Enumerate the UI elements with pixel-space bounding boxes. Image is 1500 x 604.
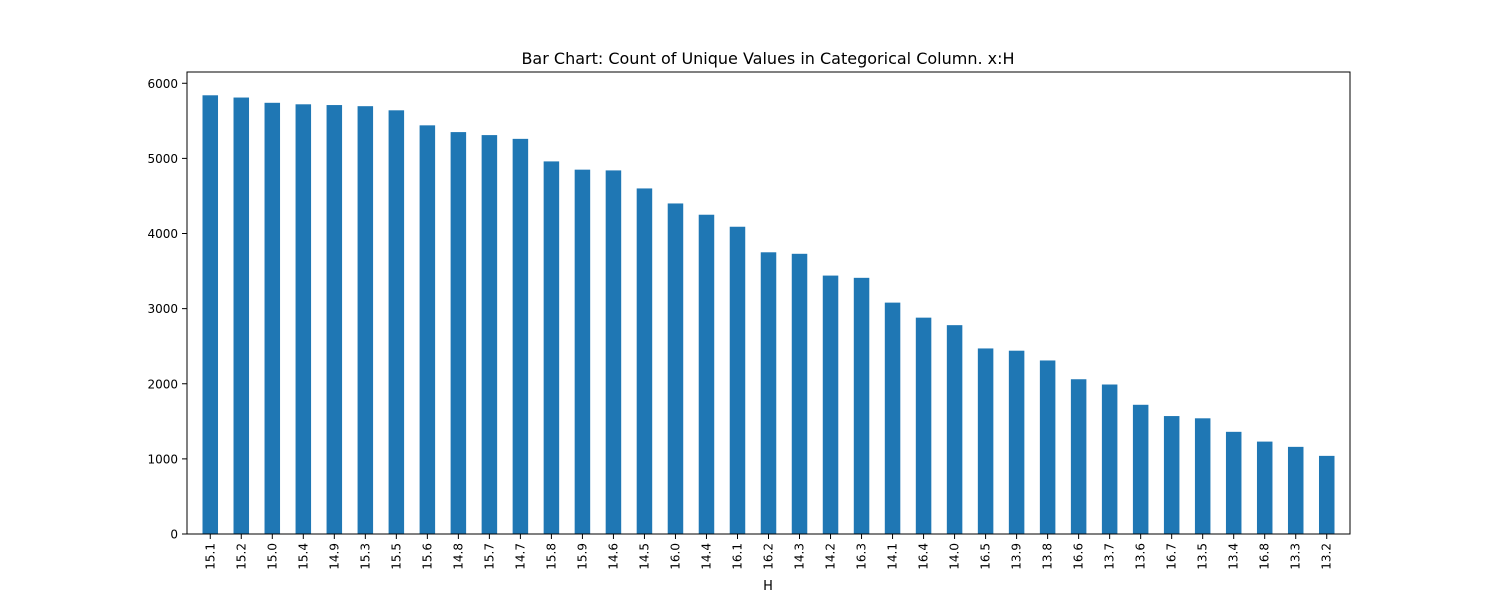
bar-14.7 [512, 138, 529, 535]
bar-15.3 [357, 106, 374, 535]
bar-15.5 [388, 110, 405, 534]
x-tick-label: 16.6 [1072, 543, 1086, 570]
x-tick-label: 15.7 [482, 543, 496, 570]
bar-16.5 [977, 348, 994, 534]
bar-13.6 [1132, 404, 1149, 534]
x-tick-label: 13.4 [1227, 543, 1241, 570]
y-tick-label: 3000 [147, 302, 178, 316]
x-tick-label: 13.9 [1010, 543, 1024, 570]
x-tick-label: 15.0 [265, 543, 279, 570]
bar-16.8 [1256, 441, 1273, 534]
bar-14.5 [636, 188, 653, 534]
y-tick-label: 6000 [147, 77, 178, 91]
bar-13.8 [1039, 360, 1056, 534]
x-tick-label: 14.0 [948, 543, 962, 570]
x-tick-label: 13.8 [1041, 543, 1055, 570]
bar-14.3 [791, 253, 808, 535]
x-axis: 15.1 15.2 15.0 15.4 14.9 15.3 15.5 15.6 14.8 15.7… [203, 534, 1334, 570]
bar-15.4 [295, 104, 312, 535]
bar-13.7 [1101, 384, 1118, 534]
bar-14.2 [822, 275, 839, 534]
bar-15.9 [574, 169, 591, 534]
x-tick-label: 14.3 [793, 543, 807, 570]
bar-14.4 [698, 214, 715, 535]
x-tick-label: 15.5 [389, 543, 403, 570]
y-tick-label: 0 [170, 528, 178, 542]
x-tick-label: 16.5 [979, 543, 993, 570]
bar-14.0 [946, 325, 963, 534]
bar-15.1 [202, 95, 219, 534]
x-tick-label: 14.4 [699, 543, 713, 570]
x-tick-label: 14.9 [327, 543, 341, 570]
x-tick-label: 16.3 [855, 543, 869, 570]
x-tick-label: 16.0 [668, 543, 682, 570]
x-tick-label: 15.1 [203, 543, 217, 570]
bar-14.1 [884, 302, 901, 534]
bar-15.0 [264, 102, 281, 535]
bar-15.8 [543, 161, 560, 534]
x-tick-label: 16.2 [762, 543, 776, 570]
plot-frame [186, 71, 1351, 535]
x-tick-label: 15.4 [296, 543, 310, 570]
x-tick-label: 16.1 [730, 543, 744, 570]
bar-14.8 [450, 132, 467, 534]
bar-13.4 [1225, 431, 1242, 534]
x-tick-label: 14.1 [886, 543, 900, 570]
x-tick-label: 16.8 [1258, 543, 1272, 570]
bar-16.4 [915, 317, 932, 534]
y-tick-label: 5000 [147, 152, 178, 166]
x-tick-label: 13.2 [1320, 543, 1334, 570]
x-tick-label: 16.7 [1165, 543, 1179, 570]
y-axis: 0 1000 2000 3000 4000 5000 6000 [147, 77, 187, 542]
bar-16.0 [667, 203, 684, 534]
bar-16.2 [760, 252, 777, 535]
x-tick-label: 15.2 [234, 543, 248, 570]
x-tick-label: 14.5 [637, 543, 651, 570]
x-tick-label: 15.3 [358, 543, 372, 570]
y-tick-label: 2000 [147, 377, 178, 391]
bar-13.5 [1194, 418, 1211, 534]
bar-14.9 [326, 105, 343, 535]
bar-16.3 [853, 277, 870, 534]
x-tick-label: 14.7 [513, 543, 527, 570]
x-tick-label: 14.2 [824, 543, 838, 570]
bars-layer [202, 95, 1335, 535]
x-tick-label: 15.8 [544, 543, 558, 570]
x-tick-label: 15.9 [575, 543, 589, 570]
y-tick-label: 4000 [147, 227, 178, 241]
x-tick-label: 15.6 [420, 543, 434, 570]
bar-13.9 [1008, 350, 1025, 534]
x-tick-label: 13.5 [1196, 543, 1210, 570]
x-tick-label: 13.3 [1289, 543, 1303, 570]
chart-title: Bar Chart: Count of Unique Values in Cat… [521, 49, 1014, 68]
bar-15.7 [481, 135, 498, 534]
bar-13.3 [1287, 446, 1304, 534]
x-tick-label: 16.4 [917, 543, 931, 570]
bar-16.7 [1163, 416, 1180, 534]
bar-14.6 [605, 170, 622, 534]
bar-16.6 [1070, 379, 1087, 534]
y-tick-label: 1000 [147, 452, 178, 466]
x-tick-label: 14.8 [451, 543, 465, 570]
bar-15.2 [233, 97, 250, 534]
x-axis-label: H [763, 579, 773, 594]
x-tick-label: 13.7 [1103, 543, 1117, 570]
x-tick-label: 14.6 [606, 543, 620, 570]
bar-13.2 [1318, 455, 1335, 534]
bar-16.1 [729, 226, 746, 534]
bar-15.6 [419, 125, 436, 534]
x-tick-label: 13.6 [1134, 543, 1148, 570]
